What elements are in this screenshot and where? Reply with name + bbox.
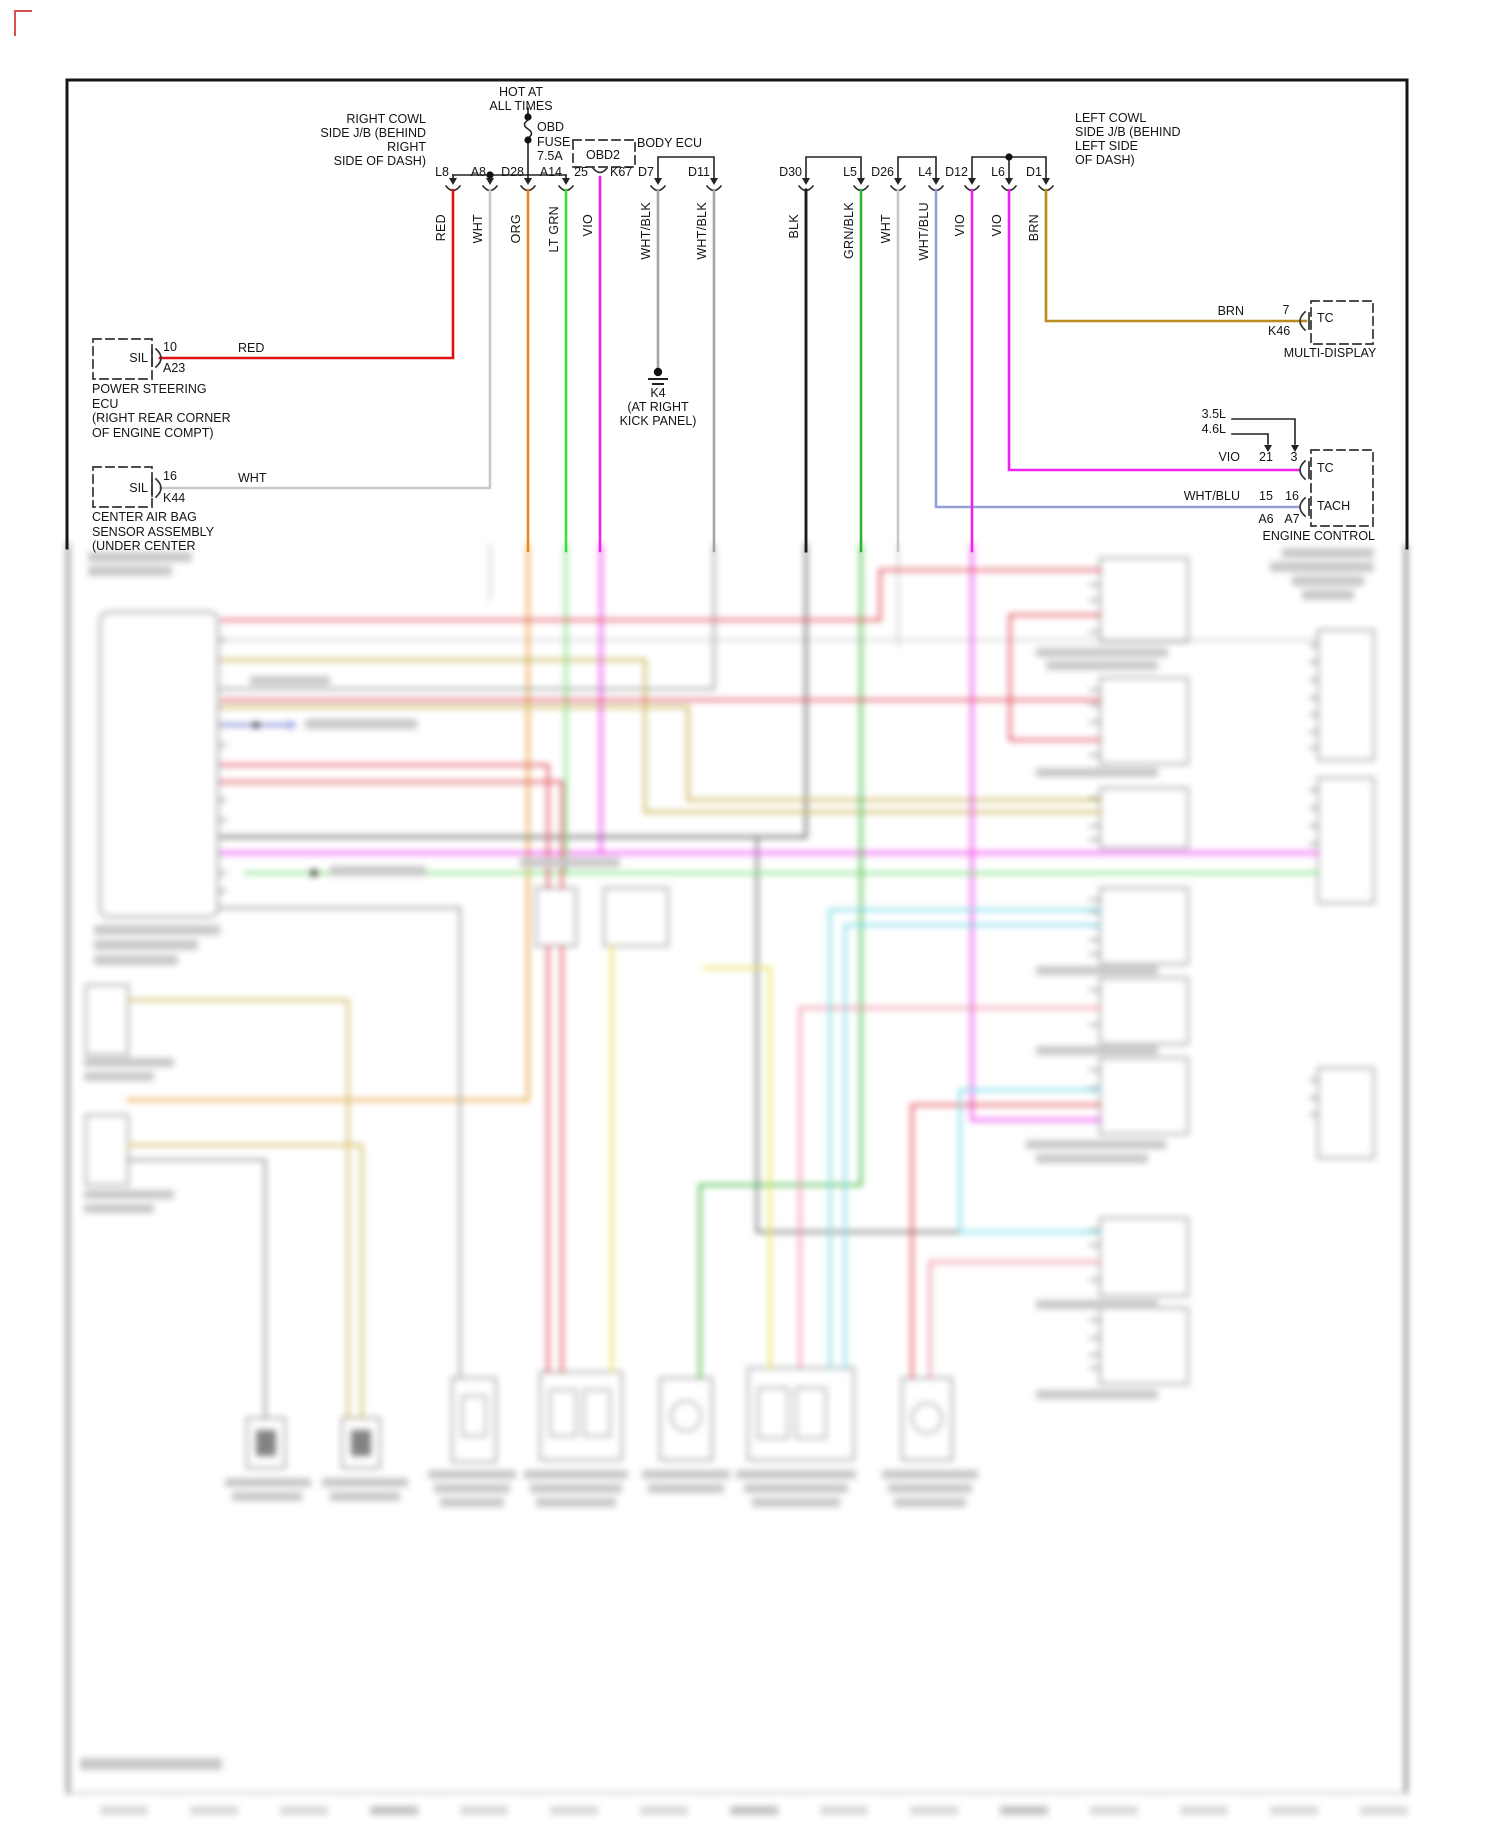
md-pin: 7 (1282, 303, 1290, 317)
ecm-tc-label: TC (1317, 461, 1334, 475)
ecm-pin-15: 15 (1259, 489, 1273, 503)
ps-id: A23 (163, 361, 186, 375)
wire-color-ltgrn: LT GRN (547, 206, 561, 253)
wires (158, 175, 1308, 553)
ecm-vio-label: VIO (1218, 450, 1240, 464)
pin-label-d7: D7 (638, 165, 654, 179)
wire-color-red: RED (434, 214, 448, 242)
wire-color-vio1: VIO (953, 214, 967, 237)
ecm-whtblu-label: WHT/BLU (1183, 489, 1240, 503)
pin-label-l6: L6 (991, 165, 1005, 179)
obd2-terminal: K67 (610, 165, 633, 179)
md-name: MULTI-DISPLAY (1283, 346, 1377, 360)
ps-name: POWER STEERING ECU (RIGHT REAR CORNER OF… (92, 382, 231, 440)
md-wire-label: BRN (1217, 304, 1244, 318)
ground-symbol-k4 (648, 367, 668, 385)
pin-label-a14: A14 (539, 165, 562, 179)
pin-label-d28: D28 (501, 165, 524, 179)
wire-color-grnblk: GRN/BLK (842, 202, 856, 259)
wire-color-vio-obd2: VIO (581, 214, 595, 237)
pin-label-l8: L8 (435, 165, 449, 179)
ecm-pin-21: 21 (1259, 450, 1273, 464)
airbag-connector-label: SIL (129, 481, 148, 495)
wire-color-wht: WHT (471, 214, 485, 244)
pin-label-d11: D11 (687, 165, 710, 179)
ground-k4-id: K4 (650, 386, 666, 400)
pin-label-a8: A8 (470, 165, 486, 179)
pin-label-l4: L4 (918, 165, 932, 179)
obd2-pin: 25 (574, 165, 588, 179)
md-connector-label: TC (1317, 311, 1334, 325)
ps-connector-label: SIL (129, 351, 148, 365)
body-ecu-label: BODY ECU (637, 136, 703, 150)
pin-label-l5: L5 (843, 165, 857, 179)
ps-wire-label: RED (238, 341, 265, 355)
airbag-pin: 16 (163, 469, 177, 483)
wire-color-whtblk2: WHT/BLK (695, 202, 709, 260)
pin-label-d26: D26 (871, 165, 894, 179)
diagram-border (65, 78, 1409, 550)
wire-color-wht2: WHT (879, 214, 893, 244)
pin-label-d30: D30 (779, 165, 802, 179)
wire-color-blk: BLK (787, 214, 801, 239)
ecm-id-a6: A6 (1258, 512, 1274, 526)
wire-color-vio2: VIO (990, 214, 1004, 237)
hot-at-label: HOT AT ALL TIMES (489, 85, 553, 113)
airbag-wire-label: WHT (238, 471, 267, 485)
ecm-tach-label: TACH (1317, 499, 1351, 513)
ground-k4-location: (AT RIGHT KICK PANEL) (619, 400, 697, 428)
ecm-pin-3: 3 (1290, 450, 1298, 464)
right-cowl-jb-label: RIGHT COWL SIDE J/B (BEHIND RIGHT SIDE O… (320, 112, 426, 168)
pin-label-d1: D1 (1026, 165, 1042, 179)
ecm-engine-46: 4.6L (1201, 422, 1226, 436)
wire-color-brn: BRN (1027, 214, 1041, 242)
engine-variant-lines (1231, 418, 1296, 445)
left-cowl-jb-label: LEFT COWL SIDE J/B (BEHIND LEFT SIDE OF … (1075, 111, 1181, 167)
ecm-name: ENGINE CONTROL (1262, 529, 1375, 543)
wire-color-org: ORG (509, 214, 523, 244)
pin-label-d12: D12 (945, 165, 968, 179)
fuse-label: OBD FUSE 7.5A (537, 120, 571, 163)
ecm-pin-16: 16 (1285, 489, 1299, 503)
wire-color-whtblk1: WHT/BLK (639, 202, 653, 260)
ecm-id-a7: A7 (1284, 512, 1300, 526)
component-boxes (92, 139, 1374, 527)
wire-color-whtblu: WHT/BLU (917, 202, 931, 261)
footer-marks (100, 1806, 1408, 1815)
obd2-connector-label: OBD2 (585, 148, 621, 162)
airbag-name: CENTER AIR BAG SENSOR ASSEMBLY (UNDER CE… (92, 510, 215, 553)
md-id: K46 (1268, 324, 1291, 338)
ecm-engine-35: 3.5L (1201, 407, 1226, 421)
airbag-id: K44 (163, 491, 186, 505)
arrowheads (449, 178, 1299, 452)
corner-mark (14, 10, 32, 36)
ps-pin: 10 (163, 340, 177, 354)
